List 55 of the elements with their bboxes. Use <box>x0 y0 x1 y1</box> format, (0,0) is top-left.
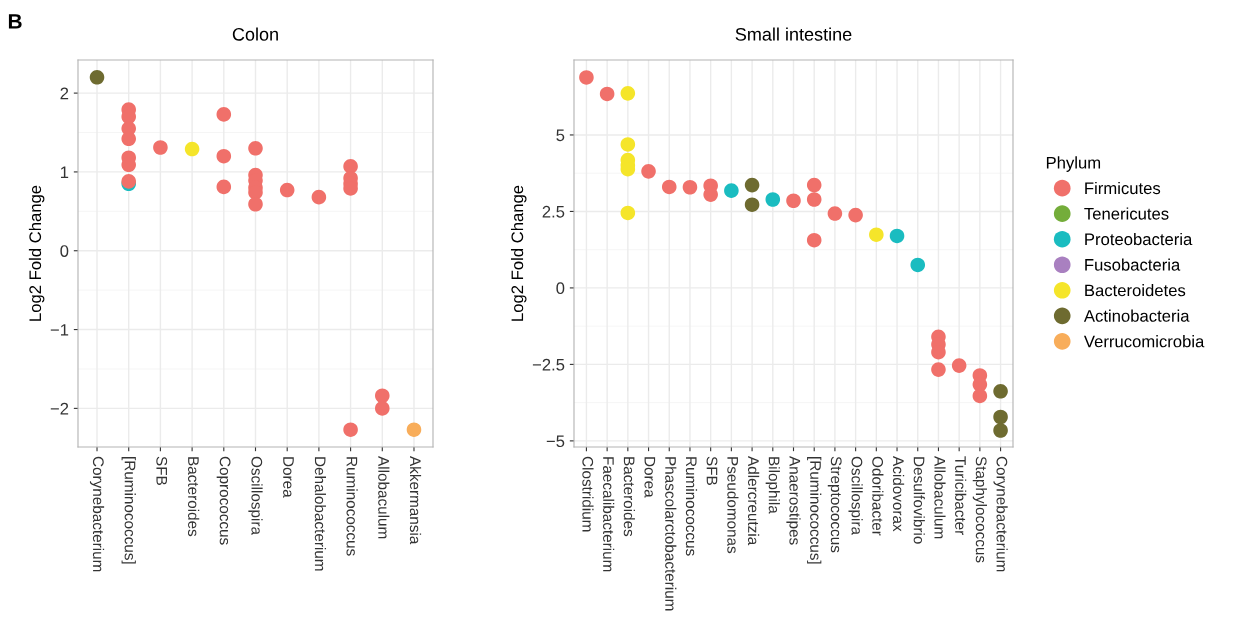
x-tick-label: Akkermansia <box>409 456 422 545</box>
x-tick-label: Dorea <box>644 457 656 498</box>
legend-label: Bacteroidetes <box>1085 284 1186 297</box>
x-tick-label: Bacteroides <box>623 457 635 537</box>
x-tick-label: Turicibacter <box>955 456 967 536</box>
x-tick-label: Dorea <box>283 457 294 498</box>
x-tick-label: Oscillospira <box>248 456 263 535</box>
x-tick-label: Ruminococcus <box>685 457 698 556</box>
legend-label: Actinobacteria <box>1083 309 1190 322</box>
x-tick-label: SFB <box>706 456 718 485</box>
y-tick-label: −1 <box>50 324 69 336</box>
x-tick-label: Anaerostipes <box>786 456 801 545</box>
x-tick-label: Allobaculum <box>934 456 946 539</box>
x-tick-label: Oscillospira <box>848 456 863 535</box>
y-axis-title: Log2 Fold Change <box>510 185 527 321</box>
y-tick-label: 0 <box>60 245 69 257</box>
x-tick-label: Staphylococcus <box>972 456 987 563</box>
text: B <box>8 14 22 29</box>
chart-title: Small intestine <box>735 27 852 41</box>
y-tick-label: −5 <box>546 435 565 448</box>
x-tick-label: Pseudomonas <box>727 457 739 554</box>
legend-label: Tenericutes <box>1084 207 1169 220</box>
y-tick-label: 1 <box>60 166 69 178</box>
x-tick-label: Allobaculum <box>378 456 390 539</box>
x-tick-label: Acidovorax <box>892 456 905 532</box>
legend-label: Verrucomicrobia <box>1083 335 1205 348</box>
x-tick-label: Bilophila <box>765 457 780 514</box>
x-tick-label: Clostridium <box>582 456 594 532</box>
x-tick-label: [Ruminococcus] <box>121 457 136 564</box>
x-tick-label: Phascolarctobacterium <box>665 457 677 611</box>
x-tick-label: SFB <box>156 456 168 485</box>
y-tick-label: 5 <box>556 129 565 142</box>
x-tick-label: Streptococcus <box>827 456 842 553</box>
x-tick-label: Bacteroides <box>188 457 200 537</box>
y-tick-label: 2.5 <box>542 205 565 218</box>
x-tick-label: Coprococcus <box>216 456 231 545</box>
legend-title: Phylum <box>1046 156 1101 172</box>
chart-title: Colon <box>232 27 278 41</box>
y-tick-label: 0 <box>556 282 565 295</box>
legend-label: Proteobacteria <box>1085 232 1193 246</box>
legend-label: Fusobacteria <box>1085 258 1181 271</box>
x-tick-label: Odoribacter <box>872 456 884 536</box>
x-tick-label: Corynebacterium <box>993 456 1008 572</box>
y-axis-title: Log2 Fold Change <box>28 185 45 321</box>
x-tick-label: [Ruminococcus] <box>807 457 822 564</box>
y-tick-label: −2 <box>50 402 69 415</box>
y-tick-label: 2 <box>60 87 69 100</box>
x-tick-label: Corynebacterium <box>89 456 105 572</box>
legend-label: Firmicutes <box>1085 181 1161 195</box>
y-tick-label: −2.5 <box>532 358 565 371</box>
x-tick-label: Faecalibacterium <box>603 457 615 572</box>
x-tick-label: Adlercreutzia <box>747 456 760 546</box>
x-tick-label: Dehalobacterium <box>314 457 327 571</box>
x-tick-label: Desulfovibrio <box>913 457 925 544</box>
x-tick-label: Ruminococcus <box>346 457 358 556</box>
